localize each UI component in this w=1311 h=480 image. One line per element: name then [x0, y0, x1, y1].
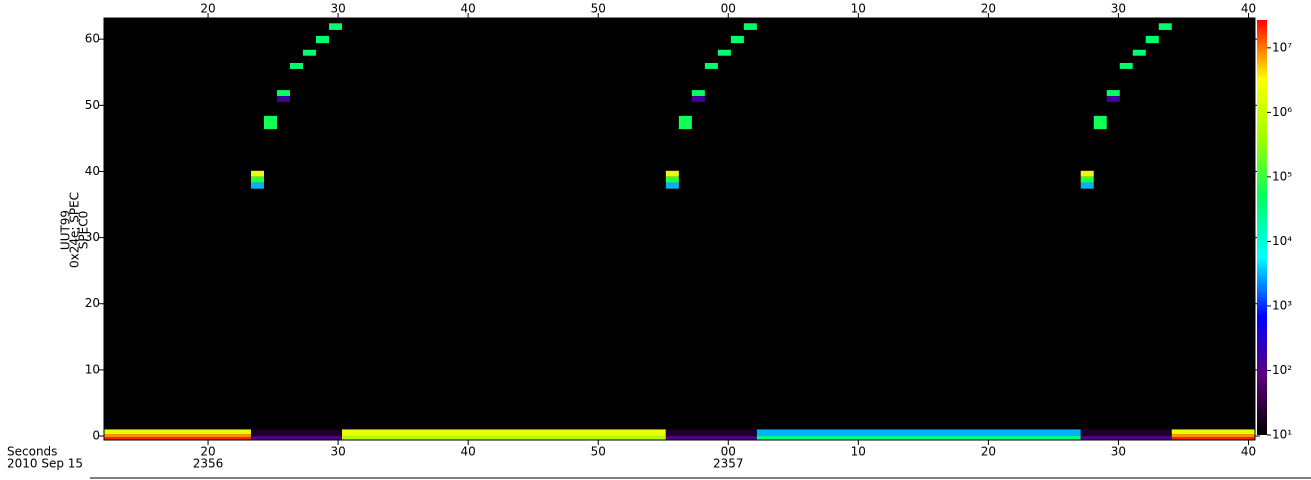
cell	[1106, 90, 1120, 97]
cell	[315, 35, 329, 44]
cell	[104, 437, 251, 440]
x-tick-label-top: 20	[200, 2, 215, 16]
cell	[104, 434, 251, 438]
cell	[730, 35, 744, 44]
cell	[691, 90, 705, 97]
cell	[342, 429, 666, 437]
x-tick-label-top: 30	[1111, 2, 1126, 16]
x-tick-label: 20	[200, 445, 215, 459]
cell	[250, 170, 264, 177]
y-axis-label: SPEC0	[77, 211, 91, 249]
x-tick-label-top: 50	[591, 2, 606, 16]
cell	[756, 429, 1081, 437]
cell	[276, 90, 290, 97]
y-tick-label: 40	[85, 164, 100, 178]
cell	[250, 176, 264, 183]
x-row-title: 2010 Sep 15	[7, 457, 83, 471]
colorbar-tick-label: 10⁶	[1272, 105, 1292, 119]
cell	[1171, 437, 1255, 440]
y-axis-label: 0x24e: SPEC	[68, 192, 82, 268]
x-tick-label: 10	[851, 445, 866, 459]
colorbar-tick-label: 10⁴	[1272, 234, 1292, 248]
colorbar-tick-label: 10⁵	[1272, 169, 1292, 183]
x-tick-label: 00	[721, 445, 736, 459]
cell	[678, 115, 692, 130]
x-sublabel: 2357	[713, 457, 744, 471]
y-axis-label: UUT99	[59, 210, 73, 250]
cell	[1171, 429, 1255, 435]
x-tick-label-top: 40	[461, 2, 476, 16]
x-tick-label: 40	[1241, 445, 1256, 459]
cell	[1080, 182, 1094, 189]
colorbar-tick-label: 10³	[1272, 298, 1292, 312]
colorbar-tick-label: 10²	[1272, 363, 1292, 377]
cell	[104, 429, 251, 435]
cell	[665, 170, 679, 177]
cell	[289, 62, 303, 69]
cell	[1080, 436, 1172, 440]
x-tick-label-top: 30	[330, 2, 345, 16]
y-tick-label: 60	[85, 32, 100, 46]
cell	[1080, 170, 1094, 177]
cell	[756, 436, 1081, 440]
colorbar	[1257, 20, 1267, 435]
cell	[665, 182, 679, 189]
y-tick-label: 0	[92, 429, 100, 443]
y-tick-label: 10	[85, 362, 100, 376]
colorbar-tick-label: 10⁷	[1272, 40, 1292, 54]
x-tick-label-top: 10	[851, 2, 866, 16]
x-tick-label: 30	[330, 445, 345, 459]
cell	[1106, 96, 1120, 103]
x-tick-label: 30	[1111, 445, 1126, 459]
x-sublabel: 2356	[193, 457, 224, 471]
cell	[665, 436, 757, 440]
cell	[1080, 176, 1094, 183]
cell	[665, 429, 757, 437]
cell	[717, 49, 731, 56]
cell	[1119, 62, 1133, 69]
cell	[1093, 115, 1107, 130]
x-tick-label: 20	[981, 445, 996, 459]
cell	[302, 49, 316, 56]
cell	[743, 23, 757, 30]
cell	[1158, 23, 1172, 30]
cell	[328, 23, 343, 30]
cell	[1132, 49, 1146, 56]
cell	[665, 176, 679, 183]
cell	[250, 436, 343, 440]
cell	[250, 182, 264, 189]
x-tick-label: 50	[591, 445, 606, 459]
plot-area	[104, 18, 1255, 440]
x-row-title: Seconds	[7, 445, 57, 459]
y-tick-label: 30	[85, 230, 100, 244]
cell	[250, 429, 343, 437]
cell	[1145, 35, 1159, 44]
x-tick-label-top: 40	[1241, 2, 1256, 16]
cell	[691, 96, 705, 103]
cell	[1080, 429, 1172, 437]
colorbar-tick-label: 10¹	[1272, 428, 1292, 442]
y-tick-label: 20	[85, 296, 100, 310]
y-tick-label: 50	[85, 98, 100, 112]
x-tick-label-top: 20	[981, 2, 996, 16]
x-tick-label-top: 00	[721, 2, 736, 16]
cell	[1171, 434, 1255, 438]
cell	[276, 96, 290, 103]
cell	[263, 115, 277, 130]
cell	[342, 436, 666, 440]
cell	[704, 62, 718, 69]
x-tick-label: 40	[461, 445, 476, 459]
plot-frame	[103, 17, 1256, 441]
